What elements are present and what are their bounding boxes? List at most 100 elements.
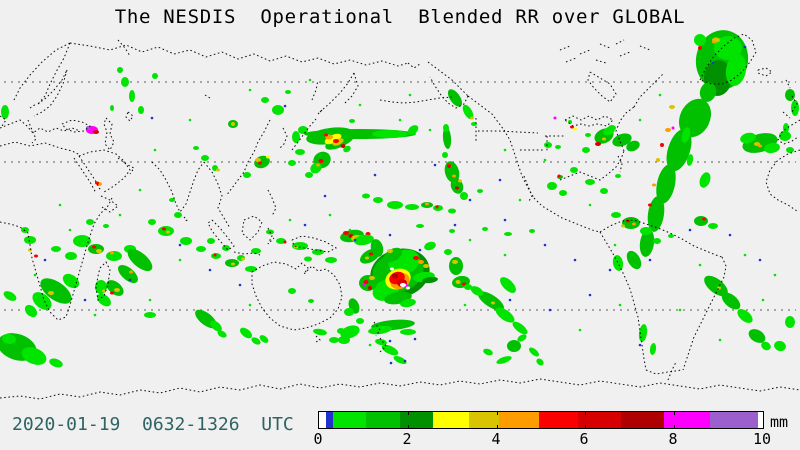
rain-cell	[117, 67, 123, 73]
coastline	[379, 96, 453, 104]
rain-cell	[622, 217, 640, 229]
coastline	[791, 95, 798, 113]
rain-cell	[365, 256, 369, 260]
rain-speckle-light	[508, 298, 512, 302]
rain-cell	[758, 144, 762, 148]
rain-cell	[665, 128, 671, 132]
rain-cell	[298, 126, 308, 134]
coastline	[599, 43, 611, 49]
colorbar-segment	[499, 412, 539, 428]
rain-cell	[292, 242, 308, 250]
coastline	[503, 129, 535, 199]
rain-cell	[483, 348, 493, 356]
rain-cell	[611, 212, 621, 218]
rain-cell	[329, 337, 339, 343]
rain-cell	[283, 240, 287, 244]
coastline	[559, 150, 625, 181]
rain-cell	[288, 288, 296, 294]
rain-cell	[138, 106, 144, 114]
rain-cell	[737, 309, 753, 323]
rain-speckle-light	[498, 178, 502, 182]
rain-cell	[393, 355, 407, 365]
rain-cell	[452, 174, 456, 178]
colorbar-segment	[578, 412, 621, 428]
rain-cell	[110, 251, 114, 255]
coastline	[782, 111, 791, 119]
rain-speckle	[503, 148, 507, 152]
rain-speckle-light	[453, 223, 457, 227]
rain-cell	[354, 234, 374, 246]
coastline	[633, 72, 665, 108]
rain-speckle	[288, 218, 292, 222]
colorbar-segment	[326, 412, 333, 428]
rain-cell	[88, 244, 104, 254]
rain-cell	[449, 257, 463, 275]
coastline	[615, 106, 635, 152]
rain-cell	[266, 155, 270, 159]
coastline	[595, 59, 607, 64]
rain-cell	[251, 248, 261, 254]
rain-cell	[231, 262, 235, 266]
rain-speckle-light	[743, 45, 747, 49]
rain-cell	[369, 252, 373, 256]
rain-cell	[405, 204, 419, 210]
rain-cell	[761, 341, 771, 351]
rain-cell	[547, 182, 557, 190]
rain-speckle	[678, 308, 682, 312]
rain-speckle	[698, 263, 702, 267]
rain-cell	[671, 126, 675, 130]
rain-cell	[127, 248, 153, 272]
rain-cell	[748, 329, 766, 343]
coastline	[95, 261, 111, 301]
rain-cell	[276, 238, 286, 244]
rain-cell	[356, 318, 364, 324]
rain-speckle	[408, 93, 412, 97]
coastline	[645, 369, 683, 375]
coastline	[13, 42, 71, 101]
colorbar-segment	[366, 412, 400, 428]
rain-cell	[316, 163, 320, 167]
rain-cell	[681, 127, 691, 143]
rain-speckle	[33, 273, 37, 277]
rain-cell	[470, 286, 484, 296]
rain-cell	[110, 291, 114, 295]
coastline	[407, 62, 421, 69]
rain-cell	[362, 283, 366, 287]
rain-cell	[400, 283, 406, 287]
rain-cell	[694, 34, 706, 46]
rain-cell	[721, 292, 741, 310]
rain-speckle	[638, 118, 642, 122]
rain-cell	[491, 301, 495, 305]
rain-cell	[51, 246, 61, 252]
coastline	[183, 216, 188, 223]
rain-cell	[536, 358, 544, 366]
rain-cell	[2, 333, 16, 345]
rain-cell	[193, 146, 199, 150]
rain-speckle	[138, 188, 142, 192]
rain-cell	[555, 145, 561, 149]
rain-cell	[324, 133, 328, 137]
rain-cell	[362, 193, 370, 199]
rain-cell	[444, 249, 452, 255]
rain-cell	[785, 89, 795, 101]
rain-speckle-light	[43, 258, 47, 262]
rain-cell	[312, 249, 324, 255]
rain-cell	[258, 161, 262, 165]
coastline	[29, 103, 37, 109]
rain-cell	[24, 236, 36, 244]
coastline	[319, 72, 355, 113]
colorbar-tick-mark	[408, 425, 409, 428]
rain-cell	[455, 280, 461, 284]
rain-cell	[783, 123, 789, 133]
rain-cell	[21, 227, 29, 233]
coastline	[241, 215, 263, 241]
rain-cell	[774, 340, 786, 352]
colorbar-tick-label: 4	[491, 430, 501, 448]
rain-speckle	[518, 198, 522, 202]
rain-cell	[582, 147, 590, 153]
coastline	[478, 130, 539, 134]
coastline	[757, 67, 773, 77]
rain-cell	[686, 154, 694, 166]
